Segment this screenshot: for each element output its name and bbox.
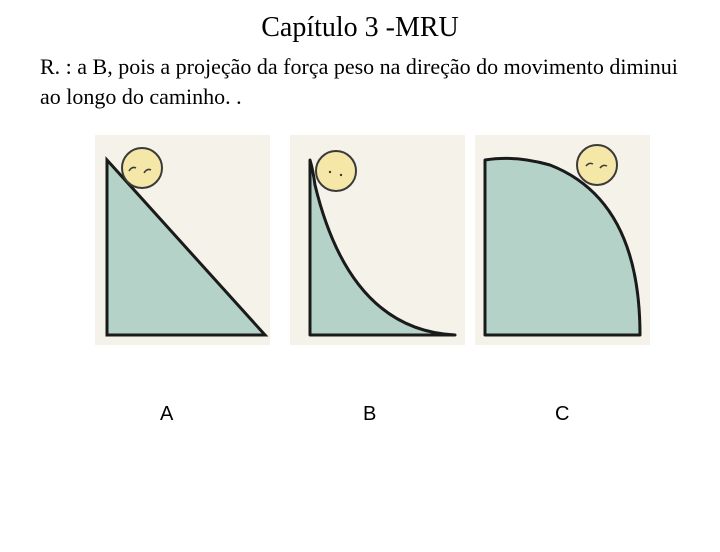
label-c: C <box>555 403 569 426</box>
figure-b <box>290 135 465 345</box>
figure-labels: A B C <box>0 403 720 443</box>
figures-row <box>0 135 720 385</box>
answer-text: R. : a B, pois a projeção da força peso … <box>40 52 680 111</box>
figure-c <box>475 135 650 345</box>
page-title: Capítulo 3 -MRU <box>0 12 720 44</box>
figure-a <box>95 135 270 345</box>
label-a: A <box>160 403 173 426</box>
label-b: B <box>363 403 376 426</box>
